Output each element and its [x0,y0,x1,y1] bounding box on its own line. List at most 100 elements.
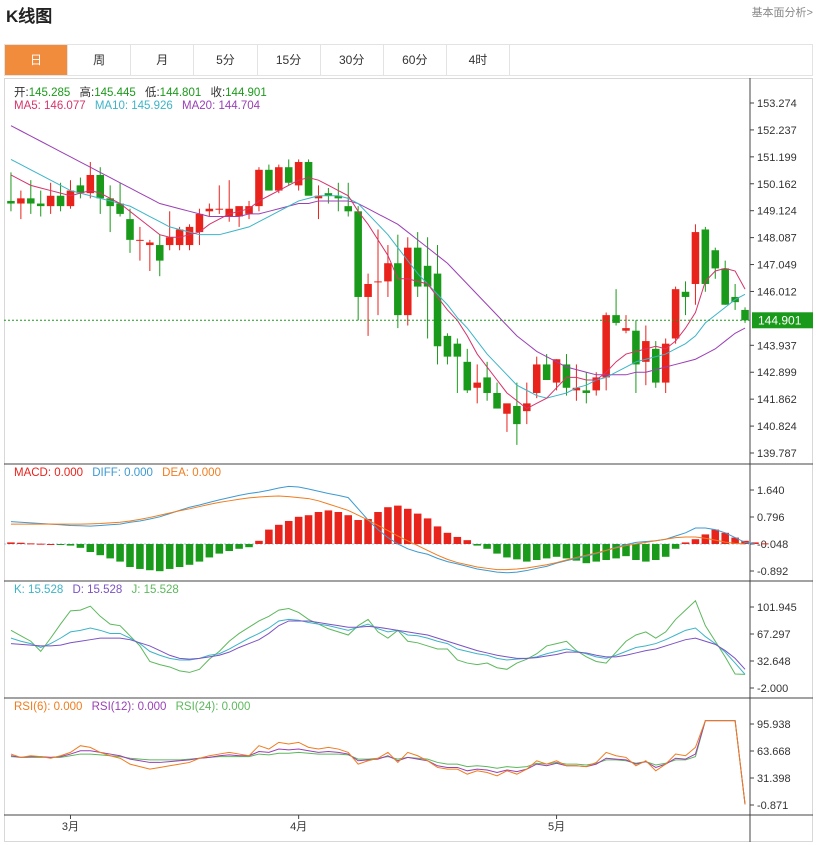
macd-bar-21 [215,544,224,554]
diff-label: DIFF: 0.000 [92,467,153,479]
ma10-label: MA10: 145.926 [94,100,173,112]
macd-bar-26 [265,529,273,544]
candle-body-14 [146,242,154,246]
d-label: D: 15.528 [72,584,123,596]
macd-bar-19 [195,544,204,562]
candle-body-8 [86,174,95,194]
candle-body-64 [642,341,650,362]
tab-1[interactable]: 周 [68,45,132,75]
price-tick-label-6: 147.049 [757,260,797,272]
ma5-line [10,174,746,410]
macd-bar-37 [374,512,382,544]
tab-0[interactable]: 日 [5,45,69,75]
macd-bar-22 [225,544,233,552]
candle-body-6 [66,190,75,207]
candle-body-58 [582,390,591,393]
macd-tick-label-3: -0.892 [757,566,788,578]
macd-bar-17 [175,544,184,568]
price-tick-label-10: 141.862 [757,394,797,406]
page-title: K线图 [6,7,53,26]
candle-body-68 [681,291,690,297]
kdj-info: K: 15.528 D: 15.528 J: 15.528 [14,584,185,596]
month-label-1: 4月 [290,821,307,833]
macd-bar-73 [731,537,739,544]
candle-body-46 [463,361,472,391]
chart-frame [4,78,813,842]
tab-3[interactable]: 5分 [194,45,258,75]
rsi-tick-label-1: 63.668 [757,746,791,758]
close-value: 144.901 [225,87,267,99]
macd-bar-51 [513,544,521,560]
candle-body-13 [136,239,144,241]
macd-bar-20 [205,544,214,558]
low-value: 144.801 [159,87,202,99]
candle-body-63 [632,330,640,365]
candle-body-50 [503,403,511,414]
candle-body-10 [106,198,114,207]
macd-bar-50 [503,544,511,558]
kdj-tick-label-0: 101.945 [757,602,797,614]
macd-bar-31 [314,512,323,544]
close-label: 收: [210,87,226,99]
candle-body-36 [364,283,372,297]
k-line [10,618,746,675]
candle-body-2 [27,198,35,204]
macd-bar-33 [334,512,343,544]
macd-bar-54 [542,544,551,559]
dea-line [10,495,746,571]
candle-body-5 [56,195,65,207]
candle-body-74 [741,309,749,321]
current-price-label: 144.901 [758,313,802,327]
open-label: 开: [14,87,29,99]
macd-bar-47 [473,544,481,546]
candle-body-53 [532,364,541,393]
candle-body-71 [711,250,720,269]
rsi24-label: RSI(24): 0.000 [175,701,251,713]
macd-bar-60 [602,544,610,560]
kdj-tick-label-3: -2.000 [757,683,788,695]
rsi-tick-label-3: -0.871 [757,800,788,812]
candle-body-15 [155,245,164,261]
macd-bar-45 [453,536,462,544]
macd-bar-35 [354,520,362,544]
fundamental-analysis-link[interactable]: 基本面分析> [751,7,813,19]
macd-bar-18 [185,544,194,565]
price-tick-label-11: 140.824 [757,421,797,433]
tab-7[interactable]: 4时 [446,45,510,75]
macd-bar-67 [671,544,680,549]
tab-2[interactable]: 月 [131,45,195,75]
macd-bar-64 [642,544,650,562]
candle-body-0 [7,200,15,204]
kdj-tick-label-2: 32.648 [757,656,791,668]
price-tick-label-2: 151.199 [757,152,797,164]
candle-body-33 [334,195,343,199]
macd-bar-15 [155,544,164,572]
candle-body-48 [483,377,491,393]
candle-body-37 [374,281,382,283]
candle-body-27 [275,167,283,191]
candle-body-20 [205,208,214,212]
macd-bar-62 [622,544,630,557]
macd-bar-44 [443,532,452,544]
macd-bar-34 [344,515,353,544]
macd-bar-4 [46,544,55,545]
current-price-box [752,312,813,329]
macd-bar-30 [304,515,313,544]
tab-4[interactable]: 15分 [257,45,321,75]
month-label-0: 3月 [62,821,79,833]
macd-bar-2 [27,543,35,545]
candle-body-9 [96,174,105,199]
ma-info: MA5: 146.077 MA10: 145.926 MA20: 144.704 [14,100,266,112]
macd-bar-28 [284,520,293,544]
candle-body-65 [651,348,660,383]
macd-label: MACD: 0.000 [14,467,84,479]
macd-info: MACD: 0.000 DIFF: 0.000 DEA: 0.000 [14,467,227,479]
macd-bar-27 [275,524,283,544]
macd-bar-72 [721,532,729,544]
macd-bar-14 [146,544,154,571]
candle-body-55 [552,359,561,383]
tab-6[interactable]: 60分 [383,45,447,75]
candle-body-61 [612,315,620,323]
price-tick-label-3: 150.162 [757,179,797,191]
tab-5[interactable]: 30分 [320,45,384,75]
